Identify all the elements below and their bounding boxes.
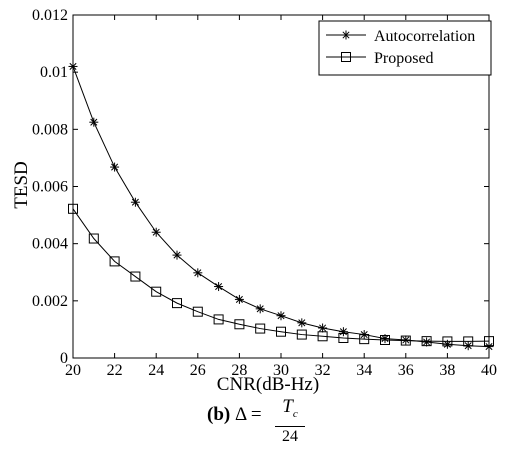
square-marker [234,319,245,330]
y-axis-label: TESD [11,161,32,209]
axis-ticks: 20 22 24 26 28 30 32 34 36 38 40 0 0.002 0.004 0.006 0.… [32,7,497,379]
asterisk-marker [130,197,140,207]
x-tick-label: 36 [398,362,414,379]
asterisk-marker [193,268,203,278]
caption-denominator: 24 [282,427,298,445]
x-tick: 34 [356,15,372,379]
asterisk-marker [338,327,348,337]
square-marker [317,331,328,342]
asterisk-marker [422,337,432,347]
asterisk-marker [68,61,78,71]
asterisk-marker [297,318,307,328]
square-marker [88,233,99,244]
x-tick: 30 [273,15,289,379]
square-marker [192,306,203,317]
caption-numerator: Tc [282,396,298,420]
fraction-bar [275,425,305,427]
y-tick-label: 0.012 [32,7,68,24]
y-tick-label: 0.006 [32,179,68,196]
x-tick-label: 34 [356,362,372,379]
x-tick: 20 [65,15,81,379]
square-marker [341,52,351,62]
y-tick: 0.004 [32,236,489,253]
x-tick-label: 30 [273,362,289,379]
square-marker [442,336,453,347]
asterisk-marker [172,250,182,260]
asterisk-marker [401,335,411,345]
legend-box [318,20,492,76]
square-marker [463,336,474,347]
square-marker [296,329,307,340]
series-line [72,208,490,342]
caption-delta: Δ = [235,404,262,425]
caption-label: (b) [207,404,231,425]
asterisk-marker [110,162,120,172]
legend-label-proposed: Proposed [374,50,434,67]
square-marker [213,314,224,325]
x-tick-label: 32 [315,362,331,379]
asterisk-marker [214,282,224,292]
x-tick: 36 [398,15,414,379]
square-marker [421,336,432,347]
y-tick: 0.008 [32,121,489,138]
square-marker [172,298,182,309]
square-marker [338,332,349,343]
square-marker [380,334,390,345]
series-proposed [68,203,494,347]
x-tick-label: 28 [231,362,247,379]
legend-label-autocorrelation: Autocorrelation [374,28,475,45]
y-tick: 0.006 [32,179,489,196]
x-tick: 22 [107,15,123,379]
x-tick: 38 [439,15,455,379]
x-tick-label: 38 [439,362,455,379]
asterisk-marker [341,30,351,40]
x-tick: 26 [190,15,206,379]
square-marker [255,323,266,334]
y-tick: 0.012 [32,7,489,24]
asterisk-marker [484,342,494,352]
square-marker [484,336,494,347]
y-tick-label: 0.004 [32,236,68,253]
asterisk-marker [151,227,161,237]
square-marker [151,286,162,297]
legend: Autocorrelation Proposed [318,20,492,76]
y-tick: 0 [60,350,489,367]
x-tick-label: 24 [148,362,164,379]
legend-swatch [326,52,366,62]
figure-caption: (b) Δ = Tc 24 [0,396,517,456]
square-marker [400,335,411,346]
x-tick-label: 26 [190,362,206,379]
x-axis-label: CNR(dB-Hz) [217,374,319,395]
asterisk-marker [234,294,244,304]
square-marker [109,256,120,267]
x-tick-label: 22 [107,362,123,379]
legend-swatch [326,30,366,40]
asterisk-marker [255,304,265,314]
x-tick-label: 40 [481,362,497,379]
y-tick-label: 0.002 [32,293,68,310]
asterisk-marker [380,334,390,344]
square-marker [276,326,286,337]
series-autocorrelation [68,61,494,352]
asterisk-marker [89,117,99,127]
square-marker [68,203,78,214]
x-tick: 24 [148,15,164,379]
x-tick: 32 [315,15,331,379]
caption-fraction: Tc 24 [275,396,305,447]
x-tick: 28 [231,15,247,379]
x-tick-label: 20 [65,362,81,379]
y-tick: 0.002 [32,293,489,310]
asterisk-marker [276,311,286,321]
y-tick-label: 0 [60,350,68,367]
asterisk-marker [318,323,328,333]
square-marker [130,271,141,282]
y-tick-label: 0.01 [40,64,68,81]
x-tick: 40 [481,15,497,379]
y-tick-label: 0.008 [32,121,68,138]
square-marker [359,334,370,345]
